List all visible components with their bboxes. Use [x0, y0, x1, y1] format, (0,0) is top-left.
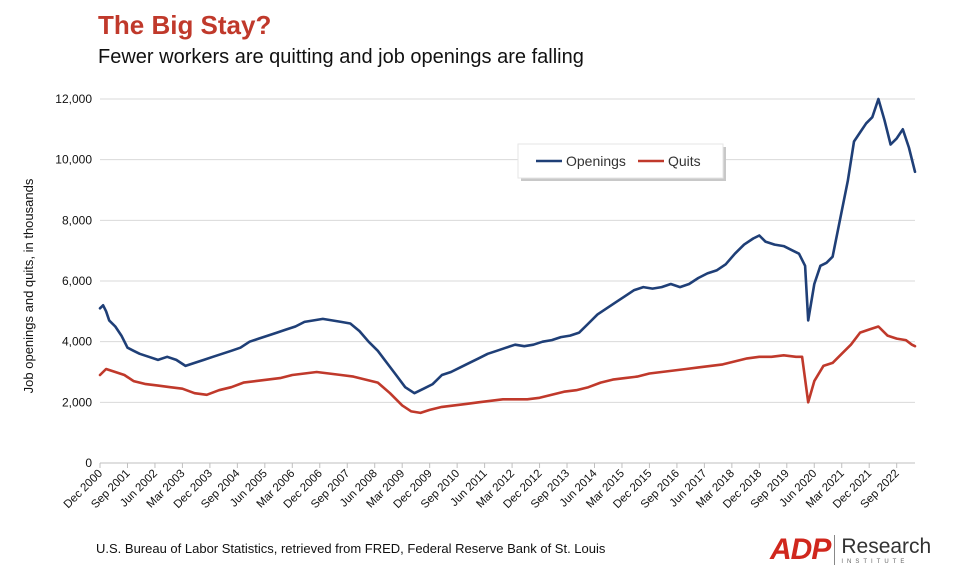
source-note: U.S. Bureau of Labor Statistics, retriev… [96, 541, 606, 556]
gridlines [100, 98, 915, 403]
logo-brand: ADP [770, 533, 831, 566]
legend-box [517, 143, 724, 179]
y-tick-label: 4,000 [62, 335, 92, 349]
series-line-quits [98, 325, 917, 415]
y-tick-label: 0 [85, 456, 92, 470]
chart-subtitle: Fewer workers are quitting and job openi… [98, 46, 584, 68]
y-tick-label: 10,000 [55, 153, 92, 167]
y-tick-label: 2,000 [62, 395, 92, 409]
logo-divider [834, 535, 836, 565]
y-tick-label: 6,000 [62, 274, 92, 288]
logo-text: Research INSTITUTE [841, 536, 931, 565]
adp-research-logo: ADP Research INSTITUTE [770, 533, 931, 567]
logo-line2: INSTITUTE [841, 558, 909, 565]
y-tick-label: 8,000 [62, 213, 92, 227]
y-tick-label: 12,000 [55, 92, 92, 106]
legend: Openings Quits [517, 143, 726, 181]
series-line-openings [98, 97, 917, 395]
y-axis-ticks: 0 2,000 4,000 6,000 8,000 10,000 12,000 [55, 92, 92, 470]
legend-label-openings: Openings [566, 153, 626, 169]
chart-title: The Big Stay? [98, 10, 272, 40]
y-axis-label: Job openings and quits, in thousands [21, 178, 36, 393]
logo-line1: Research [841, 534, 932, 558]
series-lines [98, 97, 917, 415]
legend-label-quits: Quits [668, 153, 701, 169]
